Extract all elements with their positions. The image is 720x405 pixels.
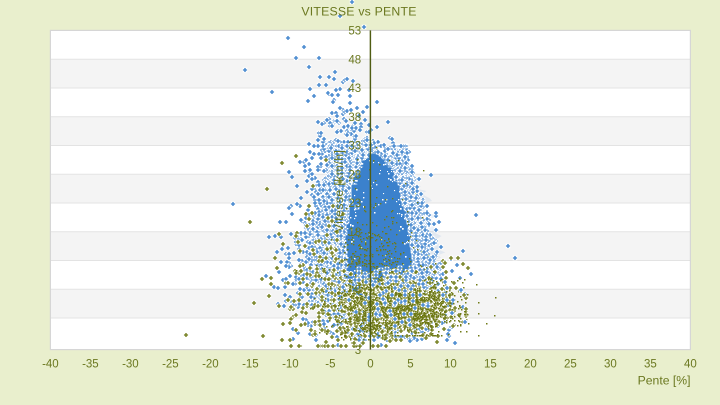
svg-text:-30: -30 [122, 359, 139, 371]
svg-text:33: 33 [348, 141, 361, 153]
svg-text:15: 15 [484, 359, 497, 371]
svg-text:18: 18 [348, 227, 361, 239]
svg-text:-10: -10 [282, 359, 299, 371]
svg-text:48: 48 [348, 54, 361, 66]
svg-text:-15: -15 [242, 359, 259, 371]
svg-text:VITESSE vs PENTE: VITESSE vs PENTE [301, 4, 416, 18]
svg-text:53: 53 [348, 26, 361, 38]
svg-text:-5: -5 [325, 359, 335, 371]
svg-text:38: 38 [348, 112, 361, 124]
svg-text:35: 35 [644, 359, 657, 371]
svg-text:25: 25 [564, 359, 577, 371]
svg-text:28: 28 [348, 169, 361, 181]
svg-text:-40: -40 [42, 359, 59, 371]
svg-text:8: 8 [355, 284, 361, 296]
svg-text:40: 40 [684, 359, 697, 371]
svg-text:20: 20 [524, 359, 537, 371]
svg-text:-35: -35 [82, 359, 99, 371]
svg-text:Vitesse [km/h]: Vitesse [km/h] [332, 150, 346, 233]
svg-text:10: 10 [444, 359, 457, 371]
svg-text:5: 5 [407, 359, 413, 371]
svg-text:30: 30 [604, 359, 617, 371]
svg-text:3: 3 [355, 345, 361, 357]
svg-text:3: 3 [355, 313, 361, 325]
svg-text:-20: -20 [202, 359, 219, 371]
svg-text:0: 0 [367, 359, 373, 371]
svg-text:13: 13 [348, 256, 361, 268]
svg-text:43: 43 [348, 83, 361, 95]
svg-text:23: 23 [348, 198, 361, 210]
svg-text:-25: -25 [162, 359, 179, 371]
svg-text:Pente [%]: Pente [%] [638, 374, 691, 388]
